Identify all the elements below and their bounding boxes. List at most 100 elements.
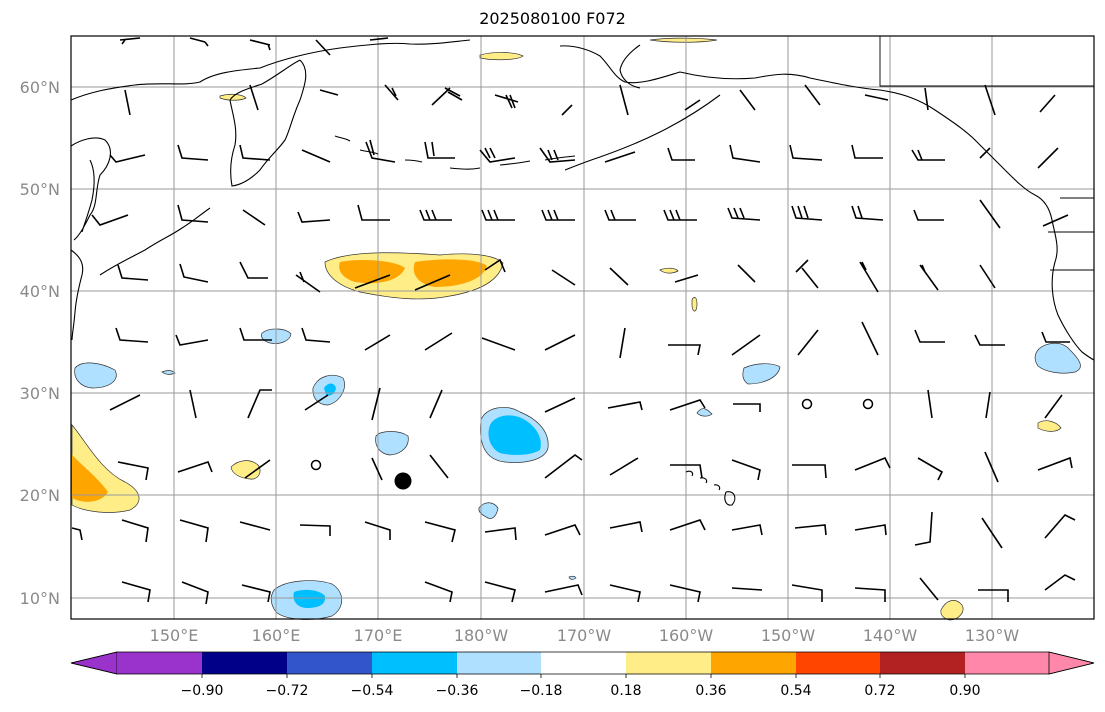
wind-barb (124, 89, 131, 116)
wind-barb (121, 581, 151, 603)
wind-barb (791, 584, 823, 602)
coastlines (70, 36, 1095, 506)
coastline-okhotsk (70, 137, 111, 241)
wind-barb (619, 84, 629, 116)
anomaly-positive-region (479, 52, 524, 61)
wind-barb (851, 205, 884, 221)
colorbar-segment (457, 652, 541, 674)
anomaly-negative-region (696, 408, 713, 417)
wind-barb (670, 464, 703, 479)
wind-barb (669, 519, 706, 531)
wind-barb (239, 521, 271, 531)
wind-barb (609, 584, 641, 603)
wind-barb (859, 261, 879, 293)
colorbar-outline (70, 651, 1095, 675)
wind-barb (71, 527, 83, 541)
wind-barb (481, 209, 515, 221)
wind-barb (119, 37, 141, 45)
wind-barb (985, 391, 991, 419)
wind-barb (861, 321, 879, 356)
wind-barb (978, 589, 1009, 602)
wind-barb (239, 327, 272, 341)
colorbar-segment (796, 652, 880, 674)
wind-barb (484, 581, 516, 603)
wind-barb (117, 461, 149, 481)
wind-barb (804, 84, 821, 106)
border-lines (879, 36, 1094, 271)
wind-barb (561, 104, 573, 116)
anomaly-negative-region (293, 589, 326, 608)
wind-barb (181, 581, 209, 605)
wind-barb (731, 459, 761, 481)
wind-barb (914, 329, 945, 343)
anomaly-negative-region (488, 415, 541, 455)
wind-barb (247, 389, 272, 419)
colorbar-segment (287, 652, 372, 674)
wind-barb (354, 274, 391, 289)
wind-barb (981, 517, 1003, 549)
anomaly-negative-region (74, 362, 117, 389)
wind-barb (539, 147, 576, 163)
wind-barb (429, 389, 443, 419)
wind-barb (1037, 147, 1059, 169)
colorbar-tick-label: 0.90 (949, 683, 981, 699)
lon-label-180w: 180°W (453, 626, 509, 645)
lon-label-130w: 130°W (964, 626, 1020, 645)
colorbar-tick-label: −0.54 (350, 683, 394, 699)
wind-barb (984, 84, 996, 116)
coastline-bristol-bay (619, 44, 641, 89)
wind-barb (364, 334, 391, 351)
wind-barb (609, 457, 639, 476)
wind-barb (789, 144, 823, 161)
wind-barb (797, 329, 819, 356)
wind-barb (979, 264, 996, 289)
wind-barb (668, 344, 701, 356)
wind-barb (913, 209, 944, 221)
wind-barb (494, 94, 519, 109)
wind-barb (674, 274, 699, 283)
wind-barb (669, 584, 701, 603)
lat-label-60n: 60°N (19, 78, 60, 97)
anomaly-positive-region (649, 37, 718, 43)
wind-barb (1044, 574, 1076, 591)
colorbar-tick-label: 0.36 (695, 683, 727, 699)
wind-barb (551, 269, 576, 286)
wind-barb (1044, 514, 1076, 539)
anomaly-positive-region (339, 260, 405, 284)
colorbar-segment (880, 652, 965, 674)
anomaly-positive-region (72, 455, 108, 502)
wind-barb (737, 264, 756, 283)
lon-label-140w: 140°W (862, 626, 918, 645)
colorbar-segment (965, 652, 1049, 674)
wind-barb (431, 87, 463, 106)
wind-barb (414, 274, 451, 291)
wind-barb (667, 147, 695, 161)
wind-barb (729, 144, 761, 163)
lon-label-160w: 160°W (658, 626, 714, 645)
wind-barb (979, 147, 991, 159)
wind-barb (189, 37, 209, 47)
wind-barb (424, 581, 453, 603)
wind-barb (481, 337, 516, 351)
wind-barb (424, 141, 455, 159)
anomaly-negative-region (568, 575, 577, 580)
wind-barb (242, 209, 266, 226)
wind-barb (669, 399, 706, 411)
lat-label-50n: 50°N (19, 180, 60, 199)
anomaly-negative-region (742, 363, 781, 385)
coastline-kurils (99, 207, 211, 276)
colorbar-extend-high (1048, 651, 1095, 675)
wind-barb (249, 84, 259, 111)
wind-barb (484, 258, 506, 273)
anomaly-positive-region (691, 296, 698, 312)
wind-barb (544, 524, 581, 536)
wind-barb (115, 327, 149, 343)
wind-barb (1044, 394, 1063, 419)
colorbar-tick-label: −0.18 (519, 683, 563, 699)
wind-barb (979, 199, 1001, 229)
wind-barb (424, 521, 456, 543)
wind-barb (795, 259, 819, 289)
wind-barb (295, 271, 321, 293)
wind-barb (1042, 214, 1069, 227)
